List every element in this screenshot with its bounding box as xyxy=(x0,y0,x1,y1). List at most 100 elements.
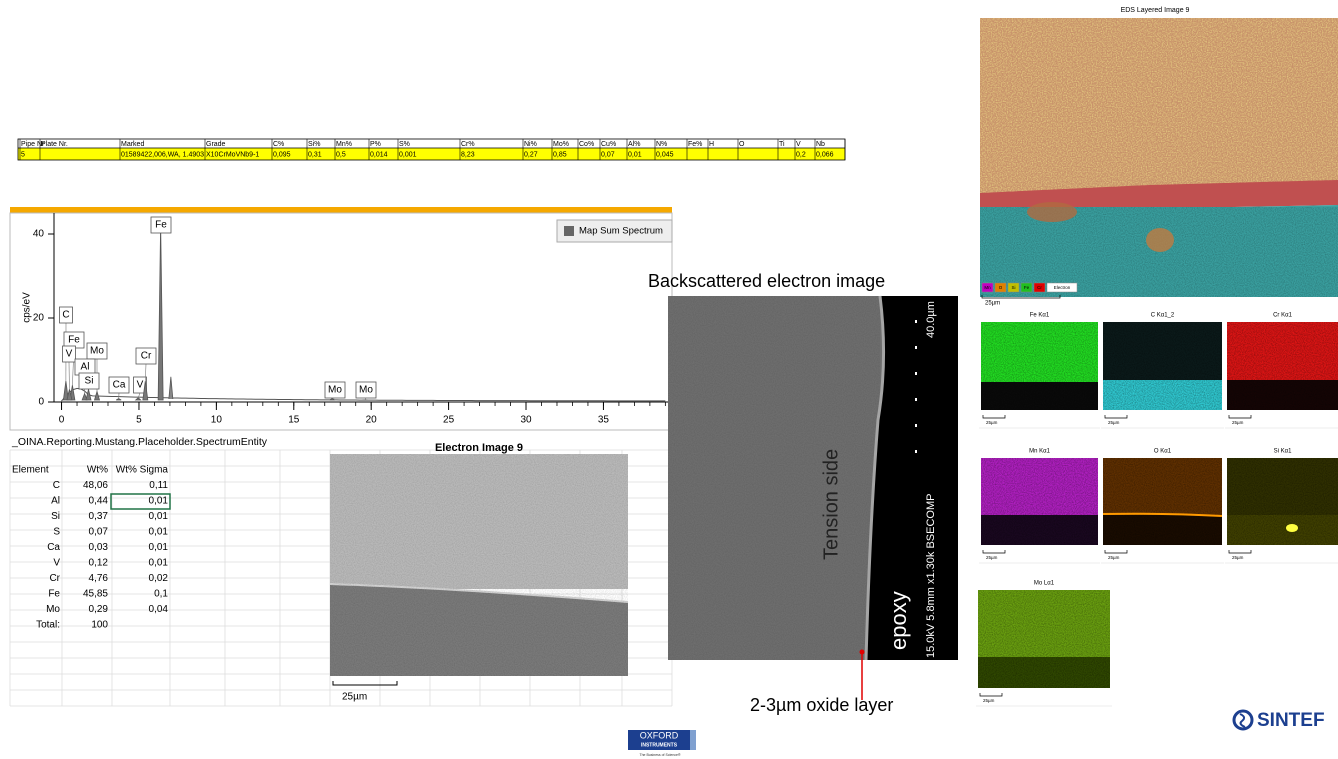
scale-marker xyxy=(915,398,917,401)
legend-chip-label: Si xyxy=(1011,285,1015,290)
map-label: Mo Lα1 xyxy=(1034,581,1055,587)
oxford-tagline: The Business of Science® xyxy=(639,753,681,757)
map-noise xyxy=(1103,458,1222,545)
scale-bar xyxy=(980,693,1002,696)
table-header: V xyxy=(796,141,801,148)
table-header: Al% xyxy=(628,141,640,148)
legend-label: Map Sum Spectrum xyxy=(579,226,663,237)
table-header: Plate Nr. xyxy=(41,141,68,148)
x-tick-label: 0 xyxy=(59,415,65,426)
bse-side-label: Tension side xyxy=(820,449,842,560)
table-header: Grade xyxy=(206,141,226,148)
legend-swatch xyxy=(564,226,574,236)
table-cell: 0,066 xyxy=(816,151,834,158)
results-header: Wt% Sigma xyxy=(116,465,169,476)
table-cell: X10CrMoVNb9-1 xyxy=(206,151,259,158)
table-header: Mn% xyxy=(336,141,352,148)
x-tick-label: 35 xyxy=(598,415,610,426)
map-noise xyxy=(978,590,1110,688)
legend-chip-label: Cr xyxy=(1037,285,1042,290)
results-header: Element xyxy=(12,465,49,476)
x-tick-label: 15 xyxy=(288,415,300,426)
legend-chip-label: Electron xyxy=(1054,285,1071,290)
scale-label: 25µm xyxy=(1108,420,1120,425)
table-cell: 0,014 xyxy=(370,151,388,158)
results-cell: 45,85 xyxy=(83,589,108,600)
results-cell: V xyxy=(53,558,60,569)
scale-label: 25µm xyxy=(983,698,995,703)
bse-noise xyxy=(668,296,880,660)
map-label: Cr Kα1 xyxy=(1273,313,1292,319)
peak-label: Cr xyxy=(141,351,152,362)
bse-epoxy-label: epoxy xyxy=(886,591,911,650)
results-cell: 0,03 xyxy=(89,542,109,553)
page: { "pipe_table": { "headers": ["Pipe Nr",… xyxy=(0,0,1338,759)
bse-info: 15.0kV 5.8mm x1.30k BSECOMP xyxy=(925,494,937,658)
table-cell: 0,85 xyxy=(553,151,567,158)
eds-title: EDS Layered Image 9 xyxy=(1121,7,1190,14)
layered-spot xyxy=(1027,202,1077,222)
scale-bar xyxy=(983,550,1005,553)
scale-marker xyxy=(915,346,917,349)
table-cell: 0,27 xyxy=(524,151,538,158)
y-tick-label: 20 xyxy=(33,313,45,324)
table-header: Cu% xyxy=(601,141,616,148)
x-tick-label: 20 xyxy=(366,415,378,426)
scale-marker xyxy=(915,424,917,427)
table-header: C% xyxy=(273,141,284,148)
legend-chip-label: O xyxy=(999,285,1003,290)
scale-marker xyxy=(915,320,917,323)
scale-label: 25µm xyxy=(1232,420,1244,425)
layered-bottom-noise xyxy=(980,207,1338,297)
map-noise xyxy=(1227,322,1338,410)
map-noise xyxy=(1103,322,1222,410)
scale-marker xyxy=(915,372,917,375)
peak-label: Mo xyxy=(328,385,342,396)
results-cell: 0,29 xyxy=(89,604,109,615)
map-noise xyxy=(1227,458,1338,545)
peak-label: Si xyxy=(85,376,94,387)
peak-label: C xyxy=(62,310,69,321)
results-cell: 0,04 xyxy=(149,604,169,615)
table-header: N% xyxy=(656,141,667,148)
scale-label: 25µm xyxy=(986,420,998,425)
table-cell: 8,23 xyxy=(461,151,475,158)
results-cell: 0,01 xyxy=(149,511,169,522)
table-cell: 0,01 xyxy=(628,151,642,158)
results-cell: Si xyxy=(51,511,60,522)
table-header: Ni% xyxy=(524,141,537,148)
peak-label: V xyxy=(66,349,73,360)
map-noise xyxy=(981,322,1098,410)
peak-label: Fe xyxy=(68,335,80,346)
peak-label: Mo xyxy=(359,385,373,396)
table-header: Fe% xyxy=(688,141,702,148)
results-cell: 0,12 xyxy=(89,558,109,569)
scale-marker xyxy=(915,450,917,453)
table-header: P% xyxy=(370,141,381,148)
bse-scale: 40.0µm xyxy=(925,301,937,338)
results-cell: 0,37 xyxy=(89,511,109,522)
peak-label: V xyxy=(137,380,144,391)
table-header: H xyxy=(709,141,714,148)
results-cell: 0,44 xyxy=(89,496,109,507)
annotation-dot xyxy=(860,650,865,655)
scale-bar xyxy=(1105,550,1127,553)
scale-label: 25µm xyxy=(985,301,1000,307)
scale-label: 25µm xyxy=(1232,555,1244,560)
annotation: 2-3µm oxide layer xyxy=(750,695,893,715)
map-label: O Kα1 xyxy=(1154,449,1172,455)
scale-label: 25µm xyxy=(342,692,367,703)
x-tick-label: 30 xyxy=(520,415,532,426)
results-cell: C xyxy=(53,480,60,491)
peak-label: Fe xyxy=(155,220,167,231)
content: Pipe Nr5Plate Nr.Marked01589422,006,WA, … xyxy=(10,7,1338,757)
results-cell: 48,06 xyxy=(83,480,108,491)
y-tick-label: 0 xyxy=(38,397,44,408)
y-axis-label: cps/eV xyxy=(22,292,33,323)
results-cell: 0,1 xyxy=(154,589,168,600)
table-cell: 0,045 xyxy=(656,151,674,158)
x-tick-label: 5 xyxy=(136,415,142,426)
results-cell: Total: xyxy=(36,620,60,631)
results-cell: 0,01 xyxy=(149,496,169,507)
table-cell: 0,5 xyxy=(336,151,346,158)
